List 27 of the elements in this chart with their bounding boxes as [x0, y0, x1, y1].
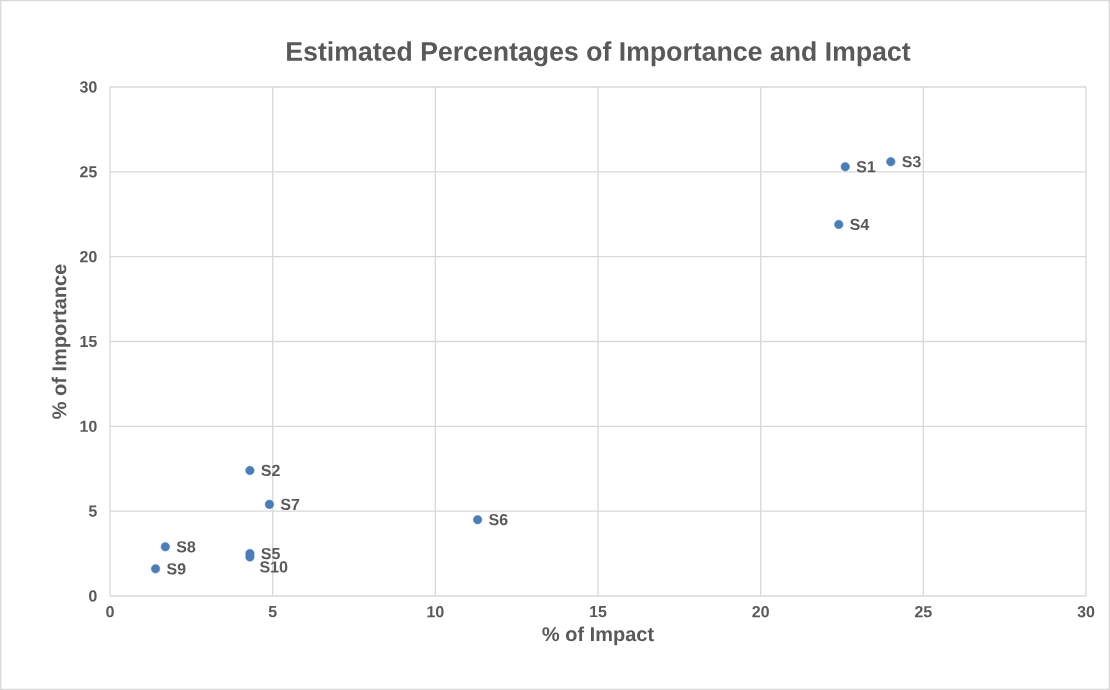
annotation: S2	[261, 464, 280, 477]
y-tick-label: 5	[88, 505, 97, 517]
x-tick-label: 30	[1077, 606, 1095, 618]
annotation: S10	[259, 561, 288, 573]
x-axis-title: % of Impact	[542, 626, 654, 646]
y-tick-label: 30	[79, 81, 97, 93]
annotation: S6	[489, 513, 508, 526]
x-tick-label: 20	[752, 606, 769, 618]
y-tick-label: 25	[80, 166, 97, 178]
x-tick-label: 0	[106, 606, 114, 618]
annotation: S8	[176, 541, 196, 553]
y-tick-label: 0	[89, 590, 97, 602]
annotation: S3	[902, 155, 921, 168]
annotation: S7	[280, 498, 300, 511]
annotation: S5	[261, 547, 280, 560]
y-axis-title: % of Importance	[51, 264, 71, 419]
x-tick-label: 25	[915, 606, 932, 618]
annotation: S9	[166, 563, 186, 575]
y-tick-label: 10	[80, 420, 97, 432]
chart-title: Estimated Percentages of Importance and Impact	[287, 41, 911, 67]
x-tick-label: 5	[268, 606, 277, 618]
annotation: S4	[850, 218, 870, 231]
y-tick-label: 20	[80, 251, 97, 263]
x-tick-label: 10	[427, 606, 444, 618]
x-tick-label: 15	[590, 606, 607, 618]
annotation: S1	[856, 161, 876, 173]
y-tick-label: 15	[80, 335, 97, 348]
